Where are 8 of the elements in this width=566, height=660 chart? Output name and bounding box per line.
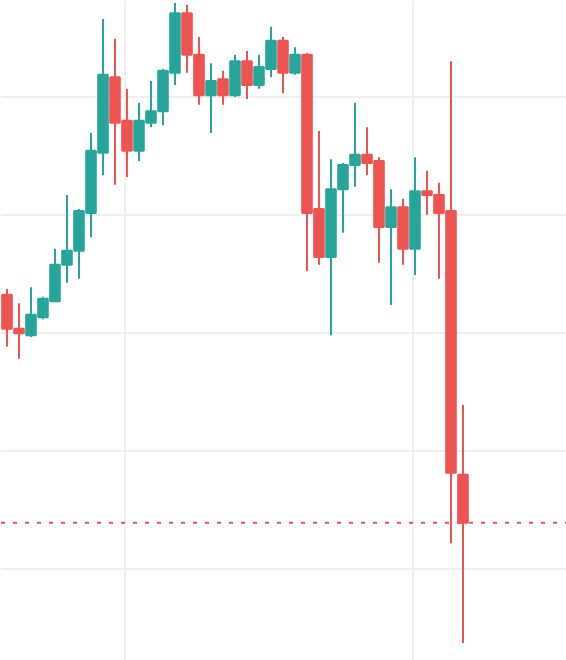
candlestick [217,69,229,106]
candlestick [289,46,301,76]
candlestick [397,197,409,266]
candlestick [205,62,217,134]
candlestick [241,50,253,100]
candlestick [385,188,397,307]
candlestick [229,53,241,99]
candlestick [277,35,289,95]
